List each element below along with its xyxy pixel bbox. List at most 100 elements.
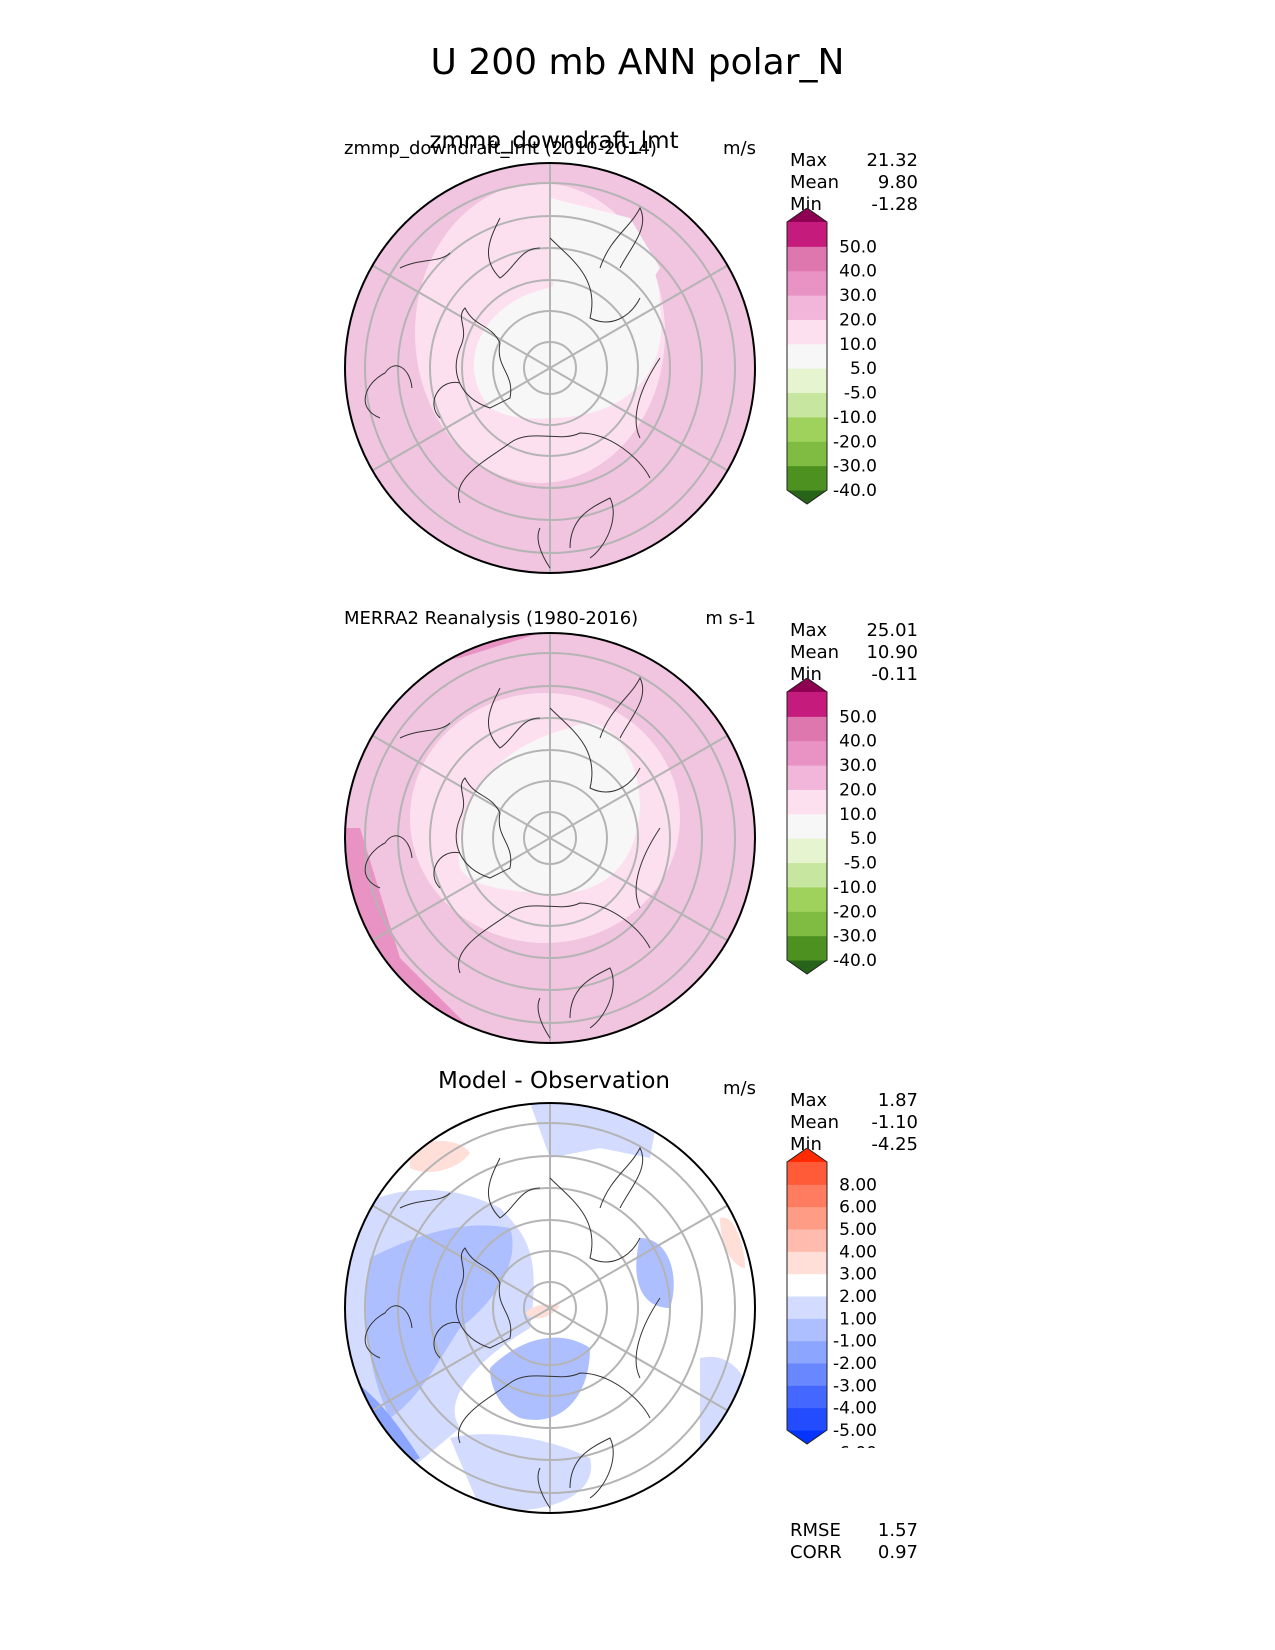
colorbar-tick-label: -1.00: [833, 1332, 877, 1352]
stat-label: Mean: [790, 1112, 840, 1133]
colorbar-tick-label: -50.0: [833, 505, 877, 508]
stat-value: 1.57: [877, 1520, 918, 1541]
colorbar-segment: [787, 678, 827, 692]
colorbar-segment: [787, 740, 827, 766]
colorbar-segment: [787, 886, 827, 912]
colorbar-segment: [787, 838, 827, 864]
panel-difference: Model - Observation m/s Max 1.87 Mean -1.1…: [0, 1068, 1275, 1538]
coastlines: [364, 206, 661, 569]
colorbar-tick-label: -5.00: [833, 1421, 877, 1441]
panel-units: m/s: [723, 1078, 756, 1099]
field-band: [450, 1434, 592, 1511]
graticule: [364, 163, 736, 573]
map-border: [344, 162, 756, 574]
colorbar-tick-label: -5.0: [844, 384, 877, 404]
stat-label: Min: [790, 664, 822, 685]
stat-label: Mean: [790, 642, 840, 663]
colorbar-tick-label: 5.0: [850, 359, 877, 379]
colorbar-tick-label: 50.0: [839, 237, 877, 257]
colorbar-tick-label: 10.0: [839, 335, 877, 355]
stat-value: 9.80: [877, 172, 918, 193]
colorbar-tick-label: 30.0: [839, 756, 877, 776]
colorbar-segment: [787, 1296, 827, 1319]
colorbar-segment: [787, 295, 827, 320]
colorbar-tick-label: 8.00: [839, 1175, 877, 1195]
colorbar-segment: [787, 368, 827, 394]
colorbar-segment: [787, 222, 827, 247]
colorbar-tick-label: -30.0: [833, 927, 877, 947]
colorbar-tick-label: 20.0: [839, 310, 877, 330]
colorbar-segment: [787, 246, 827, 272]
stat-value: -0.11: [871, 664, 918, 685]
colorbar-segment: [787, 813, 827, 839]
colorbar: 50.0 40.0 30.0 20.0 10.0 5.0 -5.0 -10.0 -20.0 -30…: [786, 678, 877, 978]
colorbar-segment: [787, 911, 827, 937]
colorbar-segment: [787, 1162, 827, 1185]
colorbar-segment: [787, 1340, 827, 1364]
polar-map: [344, 1102, 756, 1514]
stat-label: Min: [790, 194, 822, 215]
stat-value: 1.87: [877, 1090, 918, 1111]
colorbar-tick-label: 40.0: [839, 732, 877, 752]
colorbar-tick-label: -6.00: [833, 1443, 877, 1448]
colorbar-segment: [787, 392, 827, 418]
colorbar-segment: [787, 1148, 827, 1162]
colorbar-segment: [787, 1184, 827, 1208]
colorbar-tick-label: -50.0: [833, 975, 877, 978]
coastlines: [364, 676, 661, 1039]
stats-box: Max 21.32 Mean 9.80 Min -1.28: [790, 150, 918, 216]
colorbar-tick-label: -4.00: [833, 1399, 877, 1419]
colorbar: 50.0 40.0 30.0 20.0 10.0 5.0 -5.0 -10.0 -20.0 -30…: [786, 208, 877, 508]
stat-label: Mean: [790, 172, 840, 193]
colorbar-tick-label: 20.0: [839, 780, 877, 800]
panel-observation: MERRA2 Reanalysis (1980-2016) m s-1 Max 2…: [0, 598, 1275, 1068]
colorbar-tick-label: -40.0: [833, 951, 877, 971]
stats-box: Max 25.01 Mean 10.90 Min -0.11: [790, 620, 918, 686]
colorbar: 8.00 6.005.004.00 3.002.001.00 -1.00-2.00-3…: [786, 1148, 877, 1448]
colorbar-segment: [787, 1318, 827, 1342]
map-border: [344, 1102, 756, 1514]
colorbar-tick-label: -20.0: [833, 902, 877, 922]
stat-label: CORR: [790, 1542, 842, 1563]
stat-label: Max: [790, 1090, 828, 1111]
colorbar-segment: [787, 343, 827, 369]
colorbar-segment: [787, 319, 827, 345]
colorbar-tick-label: -10.0: [833, 408, 877, 428]
stats-box: Max 1.87 Mean -1.10 Min -4.25: [790, 1090, 918, 1156]
stat-label: Max: [790, 150, 828, 171]
colorbar-outline: [786, 208, 828, 505]
stat-value: 0.97: [877, 1542, 918, 1563]
colorbar-tick-label: 2.00: [839, 1287, 877, 1307]
colorbar-segment: [787, 441, 827, 467]
colorbar-tick-label: -2.00: [833, 1354, 877, 1374]
panel-units: m/s: [723, 138, 756, 159]
panel-units: m s-1: [705, 608, 756, 629]
colorbar-segment: [787, 1229, 827, 1252]
panel-left-label: MERRA2 Reanalysis (1980-2016): [344, 608, 639, 629]
colorbar-segment: [787, 1251, 827, 1275]
panel-title: Model - Observation: [437, 1068, 671, 1094]
skill-stats: RMSE 1.57 CORR 0.97: [790, 1520, 918, 1564]
graticule: [364, 1103, 736, 1513]
colorbar-outline: [786, 678, 828, 975]
graticule: [364, 633, 736, 1043]
colorbar-tick-label: -5.0: [844, 854, 877, 874]
stat-value: 10.90: [866, 642, 918, 663]
colorbar-tick-label: 10.0: [839, 805, 877, 825]
colorbar-segment: [787, 490, 827, 504]
stat-value: 21.32: [866, 150, 918, 171]
colorbar-tick-label: 3.00: [839, 1265, 877, 1285]
stat-label: RMSE: [790, 1520, 841, 1541]
colorbar-segment: [787, 270, 827, 296]
field-band: [720, 1217, 745, 1268]
colorbar-segment: [787, 789, 827, 815]
colorbar-segment: [787, 1206, 827, 1230]
colorbar-segment: [787, 1385, 827, 1409]
colorbar-segment: [787, 1363, 827, 1386]
colorbar-tick-label: -3.00: [833, 1376, 877, 1396]
colorbar-segment: [787, 208, 827, 222]
panel-model: zmmp_downdraft_lmt (2010-2014) zmmp_down…: [0, 128, 1275, 598]
polar-map: [344, 162, 756, 574]
colorbar-segment: [787, 692, 827, 717]
colorbar-segment: [787, 765, 827, 790]
